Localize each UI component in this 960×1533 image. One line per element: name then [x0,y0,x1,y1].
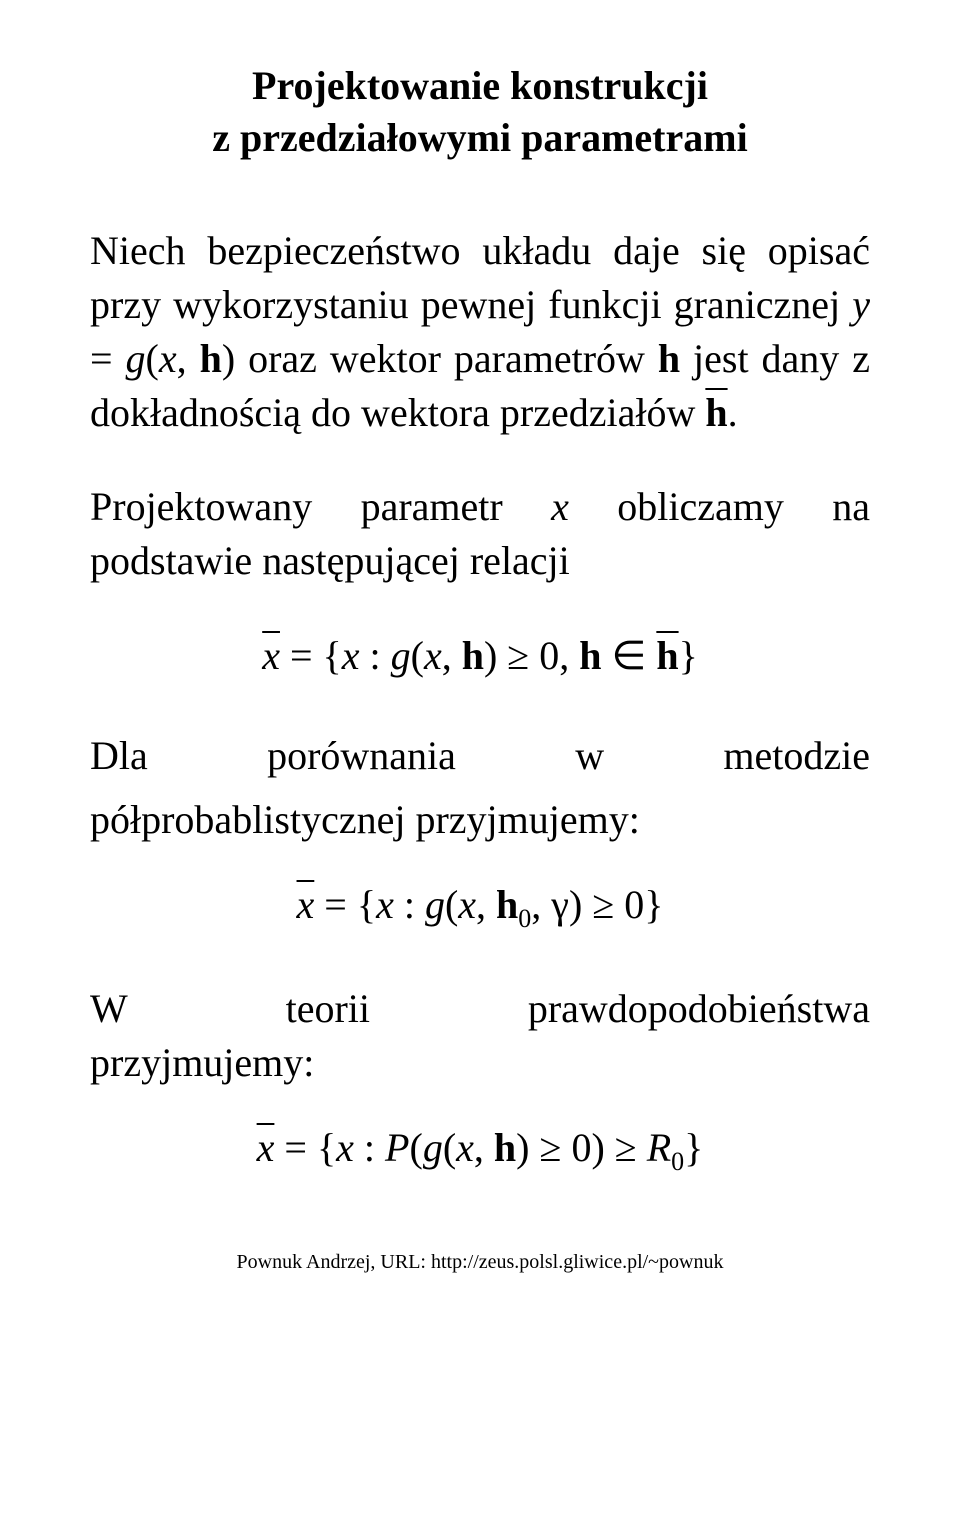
paragraph-3-line1: Dla porównania w metodzie [90,729,870,783]
p3-dla: Dla [90,729,148,783]
p3-por: porównania [267,729,456,783]
paragraph-2: Projektowany parametr x obliczamy na pod… [90,480,870,588]
equation-3: x = {x : P(g(x, h) ≥ 0) ≥ R0} [90,1120,870,1180]
eq1-xx: x [424,633,442,678]
p1-h: h [200,336,222,381]
p1-x: x [159,336,177,381]
p1-text-b: oraz wektor parametrów [235,336,658,381]
eq3-end: } [684,1125,703,1170]
paragraph-4-line2: przyjmujemy: [90,1036,870,1090]
eq2-h0: h [496,882,518,927]
eq1-in: ∈ [602,633,657,678]
p1-y: y [852,282,870,327]
p3-met: metodzie [723,729,870,783]
eq3-R: R [647,1125,671,1170]
p1-text-a: Niech bezpieczeństwo układu daje się opi… [90,228,870,327]
eq2-gamma: γ [551,882,569,927]
p1-close: ) [222,336,235,381]
eq1-ge: ≥ 0, [497,633,579,678]
eq2-xx: x [458,882,476,927]
p4-teorii: teorii [286,982,370,1036]
eq3-ge0: ≥ 0) ≥ [529,1125,646,1170]
eq3-zero: 0 [671,1147,684,1176]
eq2-comma1: , [476,882,496,927]
eq1-hbar: h [656,633,678,678]
title-line-2: z przedziałowymi parametrami [212,115,747,160]
eq3-h: h [494,1125,516,1170]
eq2-zero: 0 [518,904,531,933]
eq1-close: ) [484,633,497,678]
eq1-g: g [391,633,411,678]
eq3-comma: , [474,1125,494,1170]
p1-hbar: h [705,390,727,435]
eq2-open: ( [445,882,458,927]
p4-praw: prawdopodobieństwa [528,982,870,1036]
eq2-eq: = { [314,882,376,927]
footer-text: Pownuk Andrzej, URL: http://zeus.polsl.g… [237,1251,724,1273]
page-title: Projektowanie konstrukcji z przedziałowy… [90,60,870,164]
equation-2: x = {x : g(x, h0, γ) ≥ 0} [90,877,870,937]
p4b: przyjmujemy: [90,1040,314,1085]
p1-dot: . [728,390,738,435]
p1-hbold: h [658,336,680,381]
eq2-x: x [376,882,394,927]
eq2-ge: ≥ 0} [582,882,663,927]
eq1-h: h [462,633,484,678]
eq1-comma: , [442,633,462,678]
p1-open: ( [146,336,159,381]
p3-w: w [575,729,604,783]
paragraph-1: Niech bezpieczeństwo układu daje się opi… [90,224,870,440]
page: Projektowanie konstrukcji z przedziałowy… [0,0,960,1533]
p3b: półprobablistycznej przyjmujemy: [90,797,640,842]
eq1-xbar: x [262,633,280,678]
equation-1: x = {x : g(x, h) ≥ 0, h ∈ h} [90,628,870,684]
eq3-g: g [423,1125,443,1170]
paragraph-3-line2: półprobablistycznej przyjmujemy: [90,793,870,847]
p1-comma: , [177,336,200,381]
p2-text-a: Projektowany parametr [90,484,551,529]
eq1-open: ( [411,633,424,678]
eq3-eq: = { [274,1125,336,1170]
p1-g: g [126,336,146,381]
p4-w: W [90,982,128,1036]
eq3-xbar: x [257,1125,275,1170]
eq1-h2: h [579,633,601,678]
eq3-x: x [336,1125,354,1170]
eq2-g: g [425,882,445,927]
eq1-eq: = { [280,633,342,678]
eq1-end: } [679,633,698,678]
eq2-xbar: x [297,882,315,927]
eq3-close2: ) [516,1125,529,1170]
eq1-colon: : [360,633,391,678]
title-line-1: Projektowanie konstrukcji [252,63,708,108]
eq3-P: P [385,1125,409,1170]
p1-eqsign: = [90,336,126,381]
eq2-colon: : [394,882,425,927]
p2-x: x [551,484,569,529]
eq2-comma2: , [531,882,551,927]
eq1-x: x [342,633,360,678]
eq3-open: ( [409,1125,422,1170]
footer: Pownuk Andrzej, URL: http://zeus.polsl.g… [90,1251,870,1274]
eq3-xx: x [456,1125,474,1170]
eq3-open2: ( [443,1125,456,1170]
eq2-close: ) [569,882,582,927]
paragraph-4-line1: W teorii prawdopodobieństwa [90,982,870,1036]
eq3-colon: : [354,1125,385,1170]
